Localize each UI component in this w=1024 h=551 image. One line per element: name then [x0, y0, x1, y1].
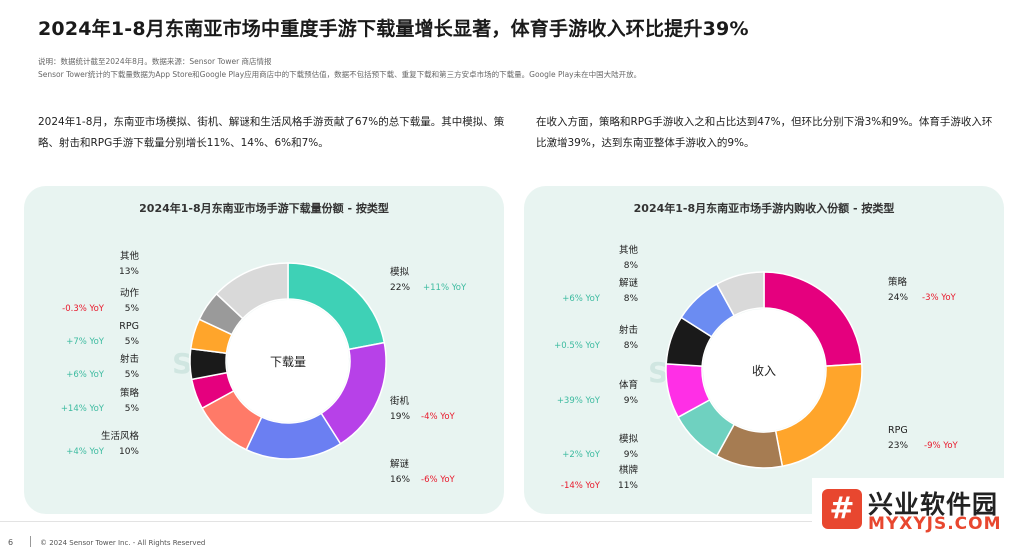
slice-yoy: +14% YoY — [61, 404, 105, 414]
methodology-note: Sensor Tower统计的下载量数据为App Store和Google Pl… — [38, 70, 642, 79]
slice-yoy: -4% YoY — [421, 412, 456, 422]
slice-label: 模拟 — [619, 433, 639, 445]
slice-yoy: +11% YoY — [423, 283, 467, 293]
slice-label: 射击 — [120, 353, 139, 365]
slice-label: 体育 — [619, 379, 638, 391]
site-watermark-url: MYXYJS.COM — [868, 514, 1002, 534]
slice-percent: 9% — [624, 450, 639, 460]
slice-label: 射击 — [619, 324, 638, 336]
page-number: 6 — [8, 538, 14, 547]
slice-percent: 5% — [125, 304, 140, 314]
slice-percent: 8% — [624, 341, 639, 351]
slice-label: 策略 — [888, 276, 908, 288]
slice-yoy: +39% YoY — [557, 396, 601, 406]
source-note: 说明：数据统计截至2024年8月。数据来源：Sensor Tower 商店情报 — [38, 57, 272, 66]
slice-percent: 8% — [624, 294, 639, 304]
revenue-chart-panel: 2024年1-8月东南亚市场手游内购收入份额 - 按类型 Sensor Towe… — [524, 186, 1004, 514]
page-title: 2024年1-8月东南亚市场中重度手游下载量增长显著，体育手游收入环比提升39% — [38, 18, 749, 40]
revenue-summary: 在收入方面，策略和RPG手游收入之和占比达到47%，但环比分别下滑3%和9%。体… — [536, 116, 993, 149]
slice-percent: 5% — [125, 404, 140, 414]
slice-percent: 5% — [125, 337, 140, 347]
slice-label: 生活风格 — [101, 430, 140, 442]
slice-label: 动作 — [120, 287, 140, 299]
slice-percent: 19% — [390, 412, 410, 422]
slice-label: 其他 — [120, 250, 140, 262]
slice-percent: 9% — [624, 396, 639, 406]
center-label: 收入 — [752, 364, 776, 378]
slice-yoy: -3% YoY — [922, 293, 957, 303]
slice-label: 街机 — [390, 395, 410, 407]
donut-hole — [703, 309, 825, 431]
slice-yoy: -14% YoY — [561, 481, 601, 491]
slice-label: 解谜 — [619, 277, 639, 289]
slice-yoy: -6% YoY — [421, 475, 456, 485]
slice-yoy: -9% YoY — [924, 441, 959, 451]
slice-yoy: +0.5% YoY — [554, 341, 601, 351]
slice-label: 策略 — [120, 387, 140, 399]
slice-percent: 8% — [624, 261, 639, 271]
slice-percent: 13% — [119, 267, 139, 277]
slice-label: 模拟 — [390, 266, 410, 278]
slice-percent: 5% — [125, 370, 140, 380]
slice-percent: 16% — [390, 475, 410, 485]
donut-hole — [227, 300, 349, 422]
pie-slice — [215, 262, 289, 320]
slice-yoy: +7% YoY — [66, 337, 105, 347]
pie-slice — [715, 271, 765, 317]
revenue-chart-title: 2024年1-8月东南亚市场手游内购收入份额 - 按类型 — [633, 202, 895, 215]
hash-logo-icon: # — [822, 489, 862, 529]
slice-label: RPG — [119, 321, 139, 332]
footer-divider — [0, 521, 1024, 522]
slice-percent: 23% — [888, 441, 908, 451]
copyright-text: © 2024 Sensor Tower Inc. - All Rights Re… — [40, 539, 206, 547]
slice-label: RPG — [888, 425, 908, 436]
slice-percent: 10% — [119, 447, 139, 457]
slice-percent: 22% — [390, 283, 410, 293]
slice-yoy: +4% YoY — [66, 447, 105, 457]
slice-percent: 24% — [888, 293, 908, 303]
slice-percent: 11% — [618, 481, 638, 491]
slice-yoy: -0.3% YoY — [62, 304, 105, 314]
slice-yoy: +6% YoY — [562, 294, 601, 304]
downloads-chart-title: 2024年1-8月东南亚市场手游下载量份额 - 按类型 — [139, 202, 389, 215]
center-label: 下载量 — [270, 355, 306, 369]
slice-label: 棋牌 — [619, 464, 639, 476]
downloads-chart-panel: 2024年1-8月东南亚市场手游下载量份额 - 按类型 Sensor Tower… — [24, 186, 504, 514]
site-watermark-name: 兴业软件园 — [868, 490, 999, 519]
slice-label: 其他 — [619, 244, 639, 256]
downloads-summary: 2024年1-8月，东南亚市场模拟、街机、解谜和生活风格手游贡献了67%的总下载… — [38, 116, 505, 149]
slice-yoy: +6% YoY — [66, 370, 105, 380]
slice-label: 解谜 — [390, 458, 410, 470]
slice-yoy: +2% YoY — [562, 450, 601, 460]
footer-separator — [30, 536, 31, 547]
